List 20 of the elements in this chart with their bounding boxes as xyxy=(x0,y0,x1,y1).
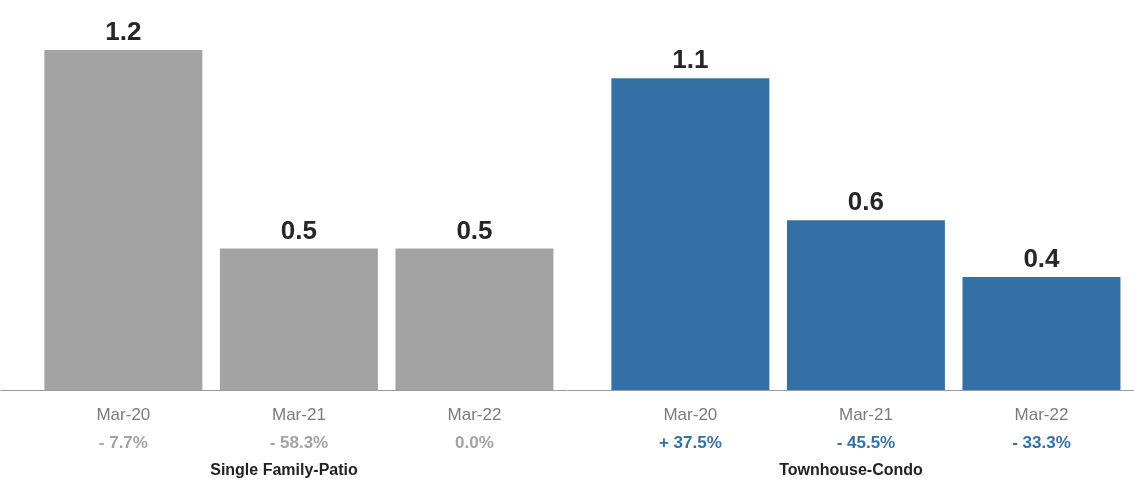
x-tick-label: Mar-22 xyxy=(1014,404,1069,424)
data-label: 0.5 xyxy=(456,214,493,245)
data-label: 1.1 xyxy=(672,44,709,75)
x-tick-label: Mar-20 xyxy=(663,404,718,424)
x-axis-title: Single Family-Patio xyxy=(210,460,359,478)
x-tick-label: Mar-21 xyxy=(272,404,326,424)
data-label: 0.4 xyxy=(1023,242,1061,273)
text: + 37.5% xyxy=(658,432,722,452)
text: - 7.7% xyxy=(98,432,148,452)
text: 0.0% xyxy=(455,432,494,452)
x-tick-label: Mar-20 xyxy=(96,404,151,424)
data-label: 0.6 xyxy=(847,186,885,217)
text: - 33.3% xyxy=(1012,432,1071,452)
data-label: 1.2 xyxy=(105,15,142,46)
x-tick-label: Mar-21 xyxy=(839,404,893,424)
text: - 58.3% xyxy=(269,432,329,452)
x-axis-title: Townhouse-Condo xyxy=(779,460,924,478)
data-label: 0.5 xyxy=(280,214,318,245)
x-tick-label: Mar-22 xyxy=(447,404,502,424)
text: - 45.5% xyxy=(836,432,896,452)
